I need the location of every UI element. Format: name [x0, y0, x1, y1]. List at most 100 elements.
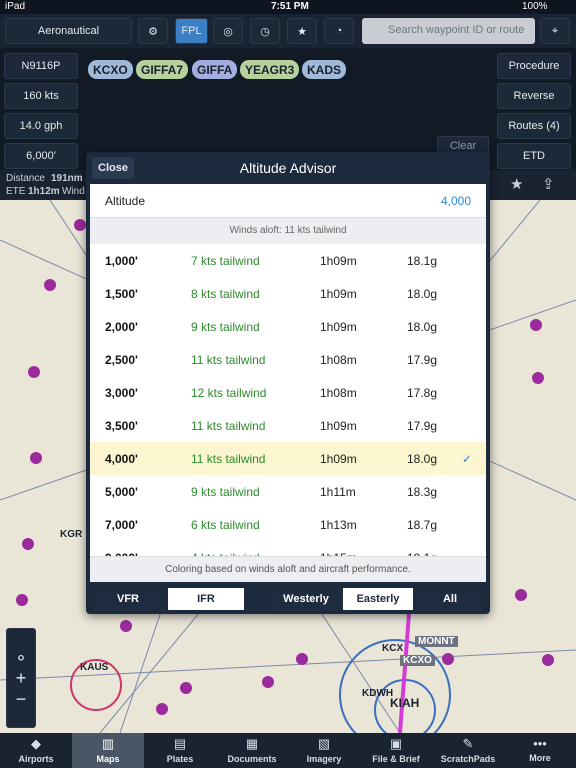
- tab-label: Imagery: [306, 754, 342, 764]
- layer-select[interactable]: Aeronautical: [5, 18, 132, 44]
- route-waypoint[interactable]: GIFFA7: [136, 60, 189, 79]
- star[interactable]: ★: [510, 176, 524, 193]
- tab-item[interactable]: ▥ Maps: [72, 733, 144, 768]
- route-waypoint[interactable]: YEAGR3: [240, 60, 300, 79]
- altitude: 5,000': [105, 485, 138, 499]
- altitude-option[interactable]: 4,000' 11 kts tailwind 1h09m 18.0g ✓: [90, 442, 486, 476]
- tab-item[interactable]: ▦ Documents: [216, 733, 288, 768]
- wind: 7 kts tailwind: [191, 254, 260, 268]
- segment-option[interactable]: VFR: [90, 588, 166, 610]
- altitude: 3,500': [105, 419, 138, 433]
- altitude-option[interactable]: 2,000' 9 kts tailwind 1h09m 18.0g: [90, 310, 486, 344]
- aircraft-field[interactable]: 14.0 gph: [4, 113, 78, 139]
- favorites[interactable]: ★: [287, 18, 317, 44]
- fuel: 18.1g: [407, 254, 438, 268]
- fuel: 17.9g: [407, 419, 438, 433]
- distance: 191nm: [51, 173, 83, 184]
- tab-icon: ▣: [389, 736, 403, 751]
- tab-label: Documents: [227, 754, 277, 764]
- segment-option[interactable]: All: [415, 588, 485, 610]
- time: 1h09m: [320, 287, 357, 301]
- altitude-dialog: Close Altitude Advisor Altitude 4,000 Wi…: [86, 152, 490, 614]
- settings[interactable]: ⚙: [138, 18, 168, 44]
- altitude-label: Altitude: [105, 194, 146, 208]
- time: 1h09m: [320, 419, 357, 433]
- wind: 6 kts tailwind: [191, 518, 260, 532]
- tab-icon: ▤: [173, 736, 187, 751]
- tab-item[interactable]: ▤ Plates: [144, 733, 216, 768]
- winds-summary: Winds aloft: 11 kts tailwind: [90, 218, 486, 244]
- recents[interactable]: ◔: [324, 18, 354, 44]
- tab-label: Maps: [96, 754, 120, 764]
- status-bar: iPad 7:51 PM 100%: [0, 0, 576, 14]
- time: 1h09m: [320, 254, 357, 268]
- aircraft-field[interactable]: 160 kts: [4, 83, 78, 109]
- tab-item[interactable]: ••• More: [504, 733, 576, 768]
- time: 1h08m: [320, 386, 357, 400]
- segment-option[interactable]: Westerly: [271, 588, 341, 610]
- altitude: 2,500': [105, 353, 138, 367]
- altitude-option[interactable]: 9,000' 4 kts tailwind 1h15m 19.1g: [90, 541, 486, 556]
- close-button[interactable]: Close: [92, 157, 134, 179]
- fuel: 19.1g: [407, 551, 437, 556]
- altitude-option[interactable]: 1,500' 8 kts tailwind 1h09m 18.0g: [90, 277, 486, 311]
- ete-label: ETE: [6, 186, 26, 197]
- wind: 4 kts tailwind: [191, 551, 260, 556]
- map-label: KAUS: [80, 662, 109, 673]
- wind: 11 kts tailwind: [191, 452, 266, 466]
- route-waypoint[interactable]: KADS: [302, 60, 347, 79]
- fuel: 18.7g: [407, 518, 438, 532]
- wind: 8 kts tailwind: [191, 287, 260, 301]
- ete: 1h12m: [28, 186, 60, 197]
- fpl-button[interactable]: FPL: [175, 18, 208, 44]
- clear-button[interactable]: Clear: [437, 136, 489, 156]
- route-line: [398, 599, 412, 733]
- time: 1h11m: [320, 485, 356, 499]
- zoom-controls[interactable]: ∘ + −: [6, 628, 36, 728]
- route-waypoint[interactable]: KCXO: [88, 60, 133, 79]
- altitude-option[interactable]: 7,000' 6 kts tailwind 1h13m 18.7g: [90, 508, 486, 542]
- globe[interactable]: ◎: [213, 18, 243, 44]
- tab-item[interactable]: ▧ Imagery: [288, 733, 360, 768]
- fuel: 18.3g: [407, 485, 438, 499]
- map-label: KIAH: [390, 696, 420, 710]
- time: 1h09m: [320, 320, 357, 334]
- fuel: 17.8g: [407, 386, 438, 400]
- altitude-option[interactable]: 5,000' 9 kts tailwind 1h11m 18.3g: [90, 475, 486, 509]
- locate[interactable]: ⌖: [540, 18, 570, 44]
- action-button[interactable]: Reverse: [497, 83, 571, 109]
- tab-icon: ▦: [245, 736, 259, 751]
- tab-item[interactable]: ▣ File & Brief: [360, 733, 432, 768]
- tab-label: ScratchPads: [440, 754, 496, 764]
- action-button[interactable]: Procedure: [497, 53, 571, 79]
- action-button[interactable]: ETD: [497, 143, 571, 169]
- wind-label: Wind: [62, 186, 85, 197]
- tab-label: Airports: [18, 754, 54, 764]
- dialog-footer: Coloring based on winds aloft and aircra…: [90, 556, 486, 582]
- action-button[interactable]: Routes (4): [497, 113, 571, 139]
- altitude-option[interactable]: 2,500' 11 kts tailwind 1h08m 17.9g: [90, 343, 486, 377]
- altitude: 2,000': [105, 320, 138, 334]
- altitude-value[interactable]: 4,000: [440, 194, 471, 208]
- time: 1h08m: [320, 353, 357, 367]
- aircraft-field[interactable]: N9116P: [4, 53, 78, 79]
- search[interactable]: Search waypoint ID or route: [362, 18, 535, 44]
- segment-option[interactable]: IFR: [168, 588, 244, 610]
- segment-option[interactable]: Easterly: [343, 588, 413, 610]
- battery: 100%: [522, 1, 548, 12]
- altitude-option[interactable]: 3,000' 12 kts tailwind 1h08m 17.8g: [90, 376, 486, 410]
- tab-item[interactable]: ◆ Airports: [0, 733, 72, 768]
- tab-icon: •••: [533, 736, 547, 751]
- waypoints: [16, 219, 554, 715]
- altitude: 1,000': [105, 254, 138, 268]
- aircraft-field[interactable]: 6,000': [4, 143, 78, 169]
- share[interactable]: ⇪: [542, 176, 555, 193]
- fuel: 17.9g: [407, 353, 438, 367]
- checkmark: ✓: [462, 452, 473, 466]
- route-waypoint[interactable]: GIFFA: [192, 60, 238, 79]
- time: 1h15m: [320, 551, 357, 556]
- altitude-option[interactable]: 1,000' 7 kts tailwind 1h09m 18.1g: [90, 244, 486, 278]
- altitude-option[interactable]: 3,500' 11 kts tailwind 1h09m 17.9g: [90, 409, 486, 443]
- tab-item[interactable]: ✎ ScratchPads: [432, 733, 504, 768]
- gauge[interactable]: ◷: [250, 18, 280, 44]
